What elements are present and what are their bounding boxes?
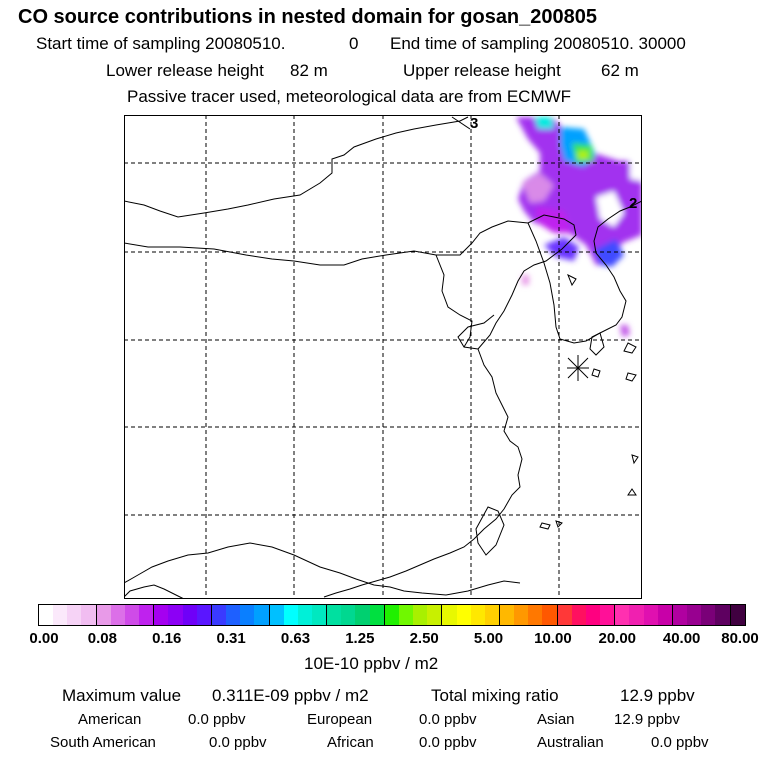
south-american-value: 0.0 ppbv [209, 734, 267, 751]
colorbar-swatch [585, 605, 601, 625]
total-mixing-label: Total mixing ratio [431, 686, 559, 705]
colorbar-swatch [500, 605, 515, 625]
colorbar-swatch [53, 605, 68, 625]
colorbar-swatch [124, 605, 140, 625]
map-frame [124, 115, 642, 599]
european-label: European [307, 711, 373, 728]
australian-value: 0.0 ppbv [651, 734, 709, 751]
lower-height-value: 82 m [290, 61, 328, 80]
colorbar-swatch [355, 605, 370, 625]
colorbar-swatch [701, 605, 716, 625]
colorbar-tick-label: 40.00 [662, 630, 701, 647]
coastlines [124, 116, 642, 599]
colorbar-swatch [542, 605, 558, 625]
asian-label: Asian [537, 711, 575, 728]
colorbar-swatch [470, 605, 485, 625]
end-time-label: End time of sampling 20080510. 30000 [390, 34, 686, 53]
contour-label-2: 2 [629, 195, 637, 212]
colorbar-swatch [456, 605, 471, 625]
upper-height-label: Upper release height [403, 61, 561, 80]
colorbar-swatch [139, 605, 155, 625]
colorbar-swatch [413, 605, 428, 625]
map-panel: 3 2 [124, 115, 642, 599]
tracer-info: Passive tracer used, meteorological data… [127, 87, 572, 106]
concentration-field [516, 117, 642, 337]
colorbar-swatch [514, 605, 529, 625]
colorbar-swatch [311, 605, 328, 625]
colorbar-swatch [484, 605, 500, 625]
colorbar-swatch [398, 605, 414, 625]
colorbar-tick-label: 80.00 [721, 630, 759, 647]
colorbar-swatch [341, 605, 356, 625]
start-time-label: Start time of sampling 20080510. [36, 34, 286, 53]
colorbar-swatch [687, 605, 702, 625]
colorbar-tick-label: 1.25 [345, 630, 375, 647]
colorbar-tick-labels: 0.00 0.08 0.16 0.31 0.63 1.25 2.50 5.00 10.00 20.… [0, 630, 768, 650]
start-time-value: 0 [349, 34, 359, 53]
european-value: 0.0 ppbv [419, 711, 477, 728]
colorbar-tick-label: 2.50 [409, 630, 439, 647]
colorbar-tick-label: 0.00 [29, 630, 59, 647]
colorbar-swatch [571, 605, 586, 625]
african-value: 0.0 ppbv [419, 734, 477, 751]
colorbar-unit: 10E-10 ppbv / m2 [304, 654, 439, 673]
colorbar-swatch [730, 605, 745, 625]
colorbar-swatch [600, 605, 616, 625]
colorbar-swatch [384, 605, 399, 625]
colorbar-swatch [226, 605, 241, 625]
australian-label: Australian [537, 734, 604, 751]
colorbar-swatch [327, 605, 342, 625]
colorbar-swatch [297, 605, 312, 625]
colorbar-swatch [643, 605, 658, 625]
contour-label-3: 3 [470, 115, 478, 132]
colorbar-swatch [427, 605, 443, 625]
colorbar-swatch [182, 605, 197, 625]
colorbar-swatch [615, 605, 630, 625]
colorbar-swatch [211, 605, 227, 625]
total-mixing-value: 12.9 ppbv [620, 686, 695, 705]
colorbar-swatch [39, 605, 54, 625]
colorbar-tick-label: 0.31 [216, 630, 246, 647]
colorbar-tick-label: 0.08 [87, 630, 117, 647]
american-value: 0.0 ppbv [188, 711, 246, 728]
upper-height-value: 62 m [601, 61, 639, 80]
map-svg: 3 2 [124, 115, 642, 599]
colorbar-swatch [657, 605, 673, 625]
max-value-label: Maximum value [62, 686, 182, 705]
receptor-marker-icon [567, 355, 589, 381]
colorbar-swatch [283, 605, 298, 625]
max-value: 0.311E-09 ppbv / m2 [212, 686, 369, 705]
colorbar-tick-label: 5.00 [473, 630, 504, 647]
colorbar-swatch [96, 605, 111, 625]
contour-line [451, 116, 471, 130]
colorbar-tick-label: 0.16 [152, 630, 182, 647]
colorbar-swatch [254, 605, 270, 625]
colorbar-swatch [442, 605, 457, 625]
lower-height-label: Lower release height [106, 61, 264, 80]
colorbar-swatch [154, 605, 169, 625]
colorbar-swatch [269, 605, 284, 625]
graticule [124, 115, 642, 599]
colorbar-swatch [528, 605, 543, 625]
colorbar-swatch [672, 605, 688, 625]
colorbar-swatch [715, 605, 731, 625]
plot-title: CO source contributions in nested domain… [18, 6, 598, 28]
colorbar-tick-label: 0.63 [280, 630, 311, 647]
south-american-label: South American [50, 734, 156, 751]
colorbar-tick-label: 10.00 [534, 630, 572, 647]
colorbar-swatch [67, 605, 82, 625]
colorbar-swatch [557, 605, 572, 625]
colorbar-swatch [81, 605, 97, 625]
colorbar-swatch [369, 605, 385, 625]
asian-value: 12.9 ppbv [614, 711, 680, 728]
colorbar-swatch [168, 605, 183, 625]
african-label: African [327, 734, 374, 751]
colorbar-swatch [240, 605, 255, 625]
colorbar-swatch [196, 605, 212, 625]
colorbar-swatch [629, 605, 644, 625]
colorbar-swatch [110, 605, 125, 625]
american-label: American [78, 711, 142, 728]
colorbar [38, 604, 746, 626]
colorbar-tick-label: 20.00 [598, 630, 637, 647]
